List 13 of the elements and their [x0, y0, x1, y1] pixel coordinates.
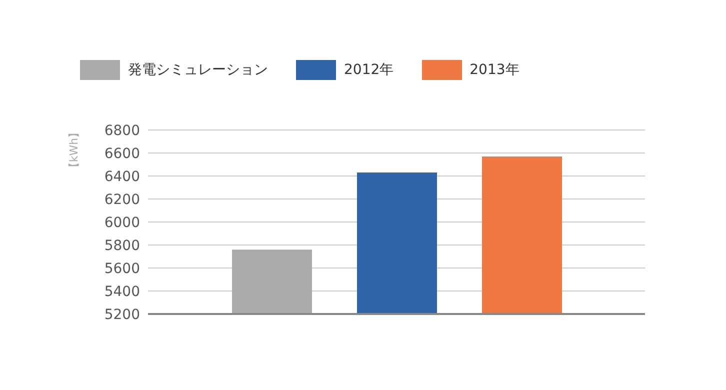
y-tick-label: 5200 [104, 306, 140, 323]
y-tick-label: 5400 [104, 284, 140, 300]
y-axis-title: 【kWh】 [68, 126, 80, 174]
y-tick-label: 6000 [104, 214, 140, 231]
y-tick-label: 5800 [104, 238, 140, 254]
legend-label: 2012年 [344, 61, 394, 79]
y-tick-label: 6400 [104, 168, 140, 185]
y-tick-label: 5600 [104, 260, 140, 277]
y-tick-label: 6600 [104, 146, 140, 162]
legend-label: 2013年 [470, 61, 520, 79]
y-tick-label: 6200 [104, 192, 140, 208]
legend-label: 発電シミュレーション [128, 61, 268, 79]
y-tick-label: 6800 [104, 122, 140, 139]
